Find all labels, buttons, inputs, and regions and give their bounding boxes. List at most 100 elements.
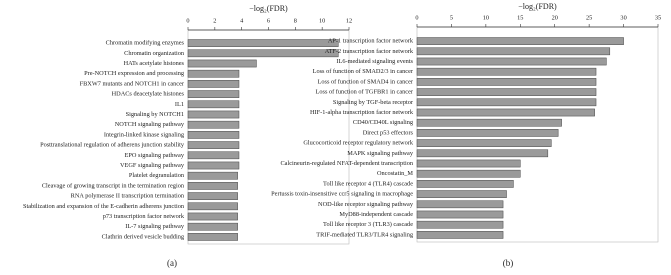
bar (187, 59, 257, 68)
y-tick-label: Stabilization and expansion of the E-cad… (23, 203, 185, 210)
y-tick-label: Cleavage of growing transcript in the te… (42, 182, 185, 189)
x-tick-label: 0 (415, 14, 418, 21)
bar (416, 210, 504, 219)
y-tick-label: MyD88-independent cascade (339, 211, 413, 218)
x-tick-label: 0 (186, 17, 189, 24)
bar (187, 141, 240, 149)
y-tick-label: Loss of function of TGFBR1 in cancer (316, 89, 414, 96)
bar (416, 98, 597, 107)
y-tick-label: IL1 (175, 101, 184, 108)
y-tick-label: Chromatin organization (124, 50, 185, 57)
y-tick-label: MAPK signaling pathway (347, 150, 414, 157)
y-tick-label: Pre-NOTCH expression and processing (84, 70, 185, 77)
y-tick-label: HDACs deacetylate histones (112, 91, 185, 98)
y-tick-label: Pertussis toxin-insensitive ccr5 signali… (271, 191, 413, 198)
y-tick-label: Loss of function of SMAD4 in cancer (318, 78, 414, 85)
bar (187, 49, 339, 58)
bar (416, 159, 521, 168)
y-tick-label: Toll like receptor 3 (TLR3) cascade (323, 221, 413, 228)
y-tick-label: FBXW7 mutants and NOTCH1 in cancer (80, 80, 185, 87)
bar (416, 169, 521, 178)
bar (416, 108, 595, 117)
y-tick-label: Direct p53 effectors (363, 129, 414, 136)
y-tick-label: Clathrin derived vesicle budding (102, 233, 185, 240)
bar (187, 80, 240, 88)
bar (187, 202, 238, 211)
x-tick-label: 20 (552, 14, 558, 21)
bar (187, 110, 240, 119)
bar (187, 212, 238, 221)
y-tick-label: ATF-2 transcription factor network (325, 48, 414, 55)
bar (416, 129, 559, 137)
y-tick-label: TRIF-mediated TLR3/TLR4 signaling (316, 231, 414, 238)
bar (416, 47, 611, 56)
bar (187, 69, 240, 78)
bar (416, 57, 607, 66)
y-tick-label: HATs acetylate histones (124, 60, 185, 67)
bar (416, 118, 562, 127)
y-tick-label: Posttranslational regulation of adherens… (40, 142, 185, 149)
x-tick-label: 2 (213, 17, 216, 24)
bar (187, 90, 240, 98)
y-tick-label: NOTCH signaling pathway (115, 121, 185, 128)
y-tick-label: RNA polymerase II transcription terminat… (71, 193, 185, 200)
bar (187, 233, 238, 241)
bar (416, 190, 507, 198)
x-tick-label: 30 (620, 14, 626, 21)
y-tick-label: Loss of function of SMAD2/3 in cancer (313, 68, 414, 75)
y-tick-label: NOD-like receptor signaling pathway (318, 201, 414, 208)
panel-label: (a) (167, 258, 177, 268)
y-tick-label: p73 transcription factor network (103, 213, 185, 220)
bar (187, 120, 240, 129)
y-tick-label: Signaling by TGF-beta receptor (333, 99, 414, 106)
bar (187, 182, 238, 190)
y-tick-label: AP-1 transcription factor network (328, 38, 414, 45)
bar (416, 231, 504, 239)
x-tick-label: 10 (319, 17, 325, 24)
x-tick-label: 12 (346, 17, 352, 24)
axis-title: −log₂(FDR) (518, 2, 557, 11)
axis-title: −log₂(FDR) (249, 4, 288, 13)
bar (416, 200, 504, 209)
bar (187, 171, 238, 180)
y-tick-label: VEGF signaling pathway (120, 162, 185, 169)
bar (416, 67, 597, 76)
x-tick-label: 25 (586, 14, 592, 21)
x-tick-label: 8 (294, 17, 297, 24)
x-tick-label: 10 (483, 14, 489, 21)
y-tick-label: EPO signaling pathway (125, 152, 185, 159)
y-tick-label: Integrin-linked kinase signaling (104, 131, 185, 138)
bar (187, 192, 238, 200)
y-tick-label: Signaling by NOTCH1 (126, 111, 184, 118)
bar (416, 180, 514, 188)
bar (416, 220, 504, 229)
bar (187, 39, 339, 47)
y-tick-label: Chromatin modifying enzymes (106, 40, 185, 47)
y-tick-label: IL6-mediated signaling events (336, 58, 413, 65)
bar (416, 139, 552, 147)
y-tick-label: Calcineurin-regulated NFAT-dependent tra… (280, 160, 413, 167)
bar (416, 37, 624, 45)
bar (187, 100, 240, 109)
bar (416, 88, 597, 96)
y-tick-label: HIF-1-alpha transcription factor network (310, 109, 414, 116)
x-tick-label: 6 (267, 17, 270, 24)
bar (187, 131, 240, 139)
y-tick-label: Platelet degranulation (129, 172, 185, 179)
x-tick-label: 4 (240, 17, 244, 24)
bar (187, 151, 240, 160)
panel-label: (b) (503, 258, 514, 268)
y-tick-label: IL-7 signaling pathway (125, 223, 185, 230)
x-tick-label: 15 (517, 14, 523, 21)
bar (416, 149, 549, 158)
x-tick-label: 35 (655, 14, 661, 21)
y-tick-label: CD40/CD40L signaling (353, 119, 414, 126)
y-tick-label: Glucocorticoid receptor regulatory netwo… (303, 140, 413, 147)
y-tick-label: Toll like receptor 4 (TLR4) cascade (323, 180, 413, 187)
y-tick-label: Oncostatin_M (377, 170, 413, 177)
bar (416, 78, 597, 86)
bar (187, 161, 240, 170)
bar (187, 222, 238, 231)
x-tick-label: 5 (450, 14, 453, 21)
